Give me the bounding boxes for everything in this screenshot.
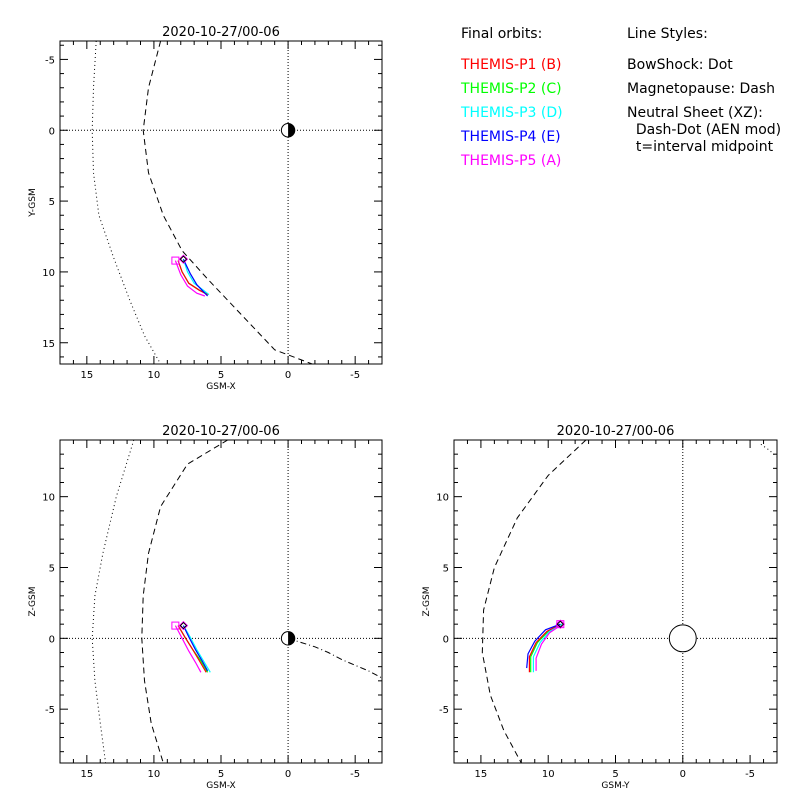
orbit-end-diamond-marker bbox=[556, 620, 565, 628]
orbit-end-diamond-marker bbox=[178, 620, 189, 631]
plot-frame bbox=[453, 439, 778, 764]
y-axis-label: Z-GSM bbox=[28, 586, 38, 616]
x-tick-label: -5 bbox=[745, 769, 755, 780]
orbit-line-2 bbox=[182, 259, 210, 296]
plot-area bbox=[60, 440, 382, 763]
orbit-line-2 bbox=[532, 623, 563, 673]
chart-title: 2020-10-27/00-06 bbox=[557, 424, 675, 439]
orbit-line-3 bbox=[177, 625, 207, 673]
magnetopause-curve bbox=[142, 41, 313, 364]
style-neutral-sheet: Neutral Sheet (XZ): bbox=[627, 105, 763, 121]
orbit-line-5 bbox=[174, 625, 202, 673]
x-tick-label: 0 bbox=[285, 769, 291, 780]
bowshock-curve bbox=[91, 41, 162, 364]
panel-3: 15 10 5 0 -5 -5 0 5 10 2020-10-27/00-06 GSM-Y Z-GSM bbox=[422, 424, 778, 791]
orbit-line-5 bbox=[535, 625, 561, 671]
x-axis-label: GSM-X bbox=[206, 781, 235, 791]
orbit-legend-p1: THEMIS-P1 (B) bbox=[461, 57, 562, 73]
orbit-end-diamond-marker bbox=[179, 255, 188, 263]
y-tick-label: 5 bbox=[443, 564, 449, 575]
plot-frame bbox=[59, 40, 383, 365]
style-neutral-sheet-model: Dash-Dot (AEN mod) bbox=[627, 122, 782, 138]
y-tick-label: 10 bbox=[42, 268, 55, 279]
y-tick-label: 0 bbox=[443, 634, 449, 645]
x-axis-label: GSM-X bbox=[206, 382, 235, 392]
bowshock-curve bbox=[91, 440, 135, 763]
x-tick-label: 10 bbox=[148, 769, 161, 780]
orbit-start-square-marker bbox=[171, 621, 180, 630]
y-tick-label: 0 bbox=[49, 634, 55, 645]
y-tick-label: 5 bbox=[49, 564, 55, 575]
style-magnetopause: Magnetopause: Dash bbox=[627, 81, 776, 97]
x-tick-label: 10 bbox=[542, 769, 555, 780]
y-axis-label: Z-GSM bbox=[422, 586, 432, 616]
x-tick-label: -5 bbox=[350, 769, 360, 780]
earth-night-side bbox=[288, 123, 295, 137]
orbit-legend-p2: THEMIS-P2 (C) bbox=[461, 81, 562, 97]
orbits-heading: Final orbits: bbox=[461, 26, 543, 42]
y-tick-label: 0 bbox=[49, 126, 55, 137]
chart-title: 2020-10-27/00-06 bbox=[162, 424, 280, 439]
styles-heading: Line Styles: bbox=[627, 26, 708, 42]
earth-circle bbox=[668, 624, 697, 653]
y-tick-label: -5 bbox=[45, 55, 55, 66]
magnetopause-curve bbox=[141, 440, 228, 763]
plot-area bbox=[454, 440, 777, 763]
y-tick-label: 15 bbox=[42, 339, 55, 350]
orbit-line-3 bbox=[177, 260, 208, 296]
y-tick-label: 5 bbox=[49, 197, 55, 208]
panel-2: 15 10 5 0 -5 -5 0 5 10 2020-10-27/00-06 GSM-X Z-GSM bbox=[28, 424, 383, 791]
y-tick-label: -5 bbox=[45, 705, 55, 716]
orbit-end-diamond-marker bbox=[179, 621, 188, 630]
plot-frame bbox=[59, 439, 383, 764]
orbit-line-4 bbox=[182, 625, 209, 672]
orbit-start-square-marker bbox=[171, 256, 180, 265]
x-tick-label: 0 bbox=[285, 370, 291, 381]
orbit-line-3 bbox=[528, 623, 561, 673]
plot-area bbox=[60, 41, 382, 364]
orbit-line-2 bbox=[182, 625, 211, 673]
x-tick-label: 5 bbox=[218, 769, 224, 780]
orbit-end-diamond-marker bbox=[555, 619, 566, 629]
x-tick-label: 15 bbox=[80, 370, 93, 381]
orbit-legend-p4: THEMIS-P4 (E) bbox=[461, 129, 561, 145]
y-tick-label: 10 bbox=[42, 493, 55, 504]
y-tick-label: 10 bbox=[436, 493, 449, 504]
style-neutral-sheet-time: t=interval midpoint bbox=[627, 139, 774, 155]
x-tick-label: 0 bbox=[680, 769, 686, 780]
orbit-line-4 bbox=[526, 623, 561, 669]
chart-title: 2020-10-27/00-06 bbox=[162, 25, 280, 40]
x-tick-label: 5 bbox=[218, 370, 224, 381]
x-tick-label: -5 bbox=[350, 370, 360, 381]
orbit-line-5 bbox=[174, 260, 206, 297]
neutral-sheet-curve bbox=[287, 637, 382, 679]
earth-night-side bbox=[288, 631, 295, 646]
magnetopause-curve bbox=[481, 440, 587, 763]
orbit-end-diamond-marker bbox=[178, 254, 189, 264]
style-bowshock: BowShock: Dot bbox=[627, 57, 733, 73]
x-tick-label: 5 bbox=[612, 769, 618, 780]
panel-1: 15 10 5 0 -5 -5 0 5 10 15 2020-10-27/00-06 GSM-X Y-G… bbox=[28, 25, 383, 392]
x-axis-label: GSM-Y bbox=[601, 781, 630, 791]
y-axis-label: Y-GSM bbox=[28, 188, 38, 217]
orbit-legend-p3: THEMIS-P3 (D) bbox=[461, 105, 563, 121]
orbit-legend-p5: THEMIS-P5 (A) bbox=[461, 153, 562, 169]
x-tick-label: 15 bbox=[80, 769, 93, 780]
orbit-line-4 bbox=[182, 258, 209, 297]
bowshock-curve bbox=[760, 443, 777, 458]
x-tick-label: 15 bbox=[475, 769, 488, 780]
y-tick-label: -5 bbox=[439, 705, 449, 716]
x-tick-label: 10 bbox=[148, 370, 161, 381]
